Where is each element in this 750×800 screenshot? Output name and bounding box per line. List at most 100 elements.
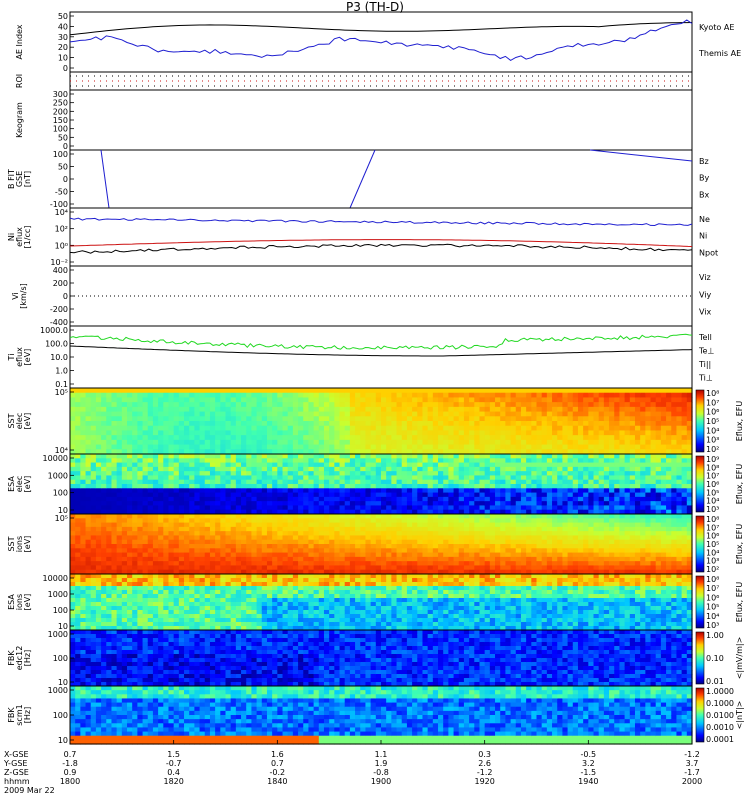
heatmap-cell <box>152 388 159 394</box>
heatmap-cell <box>266 561 273 567</box>
heatmap-cell <box>220 514 227 519</box>
y-tick-label: 0 <box>63 292 68 301</box>
heatmap-cell <box>422 444 429 450</box>
heatmap-cell <box>95 526 102 532</box>
heatmap-cell <box>598 430 605 436</box>
heatmap-cell <box>95 552 102 558</box>
heatmap-cell <box>536 539 543 545</box>
heatmap-cell <box>500 430 506 436</box>
heatmap-cell <box>95 444 102 450</box>
heatmap-cell <box>147 439 154 446</box>
heatmap-cell <box>225 539 232 545</box>
heatmap-cell <box>412 444 418 450</box>
heatmap-cell <box>546 548 553 554</box>
heatmap-cell <box>308 388 315 394</box>
heatmap-cell <box>505 421 512 427</box>
heatmap-cell <box>158 492 164 498</box>
heatmap-cell <box>629 454 636 459</box>
heatmap-cell <box>313 458 320 464</box>
heatmap-cell <box>391 430 398 436</box>
heatmap-cell <box>360 435 367 441</box>
heatmap-cell <box>588 544 595 549</box>
heatmap-cell <box>204 458 211 464</box>
heatmap-cell <box>194 484 201 489</box>
heatmap-cell <box>510 561 517 567</box>
heatmap-cell <box>235 462 242 468</box>
heatmap-cell <box>666 466 672 472</box>
heatmap-cell <box>412 462 418 468</box>
heatmap-cell <box>500 548 506 554</box>
heatmap-cell <box>453 475 460 481</box>
heatmap-cell <box>272 535 278 541</box>
heatmap-cell <box>313 421 320 427</box>
heatmap-cell <box>308 518 315 524</box>
heatmap-cell <box>365 462 372 468</box>
heatmap-cell <box>199 435 206 441</box>
heatmap-cell <box>90 479 97 485</box>
heatmap-cell <box>184 484 190 489</box>
heatmap-cell <box>572 526 579 532</box>
heatmap-cell <box>308 449 315 455</box>
heatmap-cell <box>308 501 315 507</box>
heatmap-cell <box>453 416 460 422</box>
heatmap-cell <box>287 526 294 532</box>
heatmap-cell <box>469 466 475 472</box>
heatmap-cell <box>629 475 636 481</box>
heatmap-cell <box>448 552 455 558</box>
heatmap-cell <box>80 561 87 567</box>
heatmap-cell <box>614 435 621 441</box>
heatmap-cell <box>609 496 615 502</box>
heatmap-cell <box>510 514 517 519</box>
heatmap-cell <box>531 430 538 436</box>
heatmap-cell <box>235 416 242 422</box>
heatmap-cell <box>515 526 522 532</box>
heatmap-cell <box>686 449 693 455</box>
heatmap-cell <box>101 411 107 417</box>
heatmap-cell <box>474 449 481 455</box>
heatmap-cell <box>241 531 247 537</box>
heatmap-cell <box>189 548 195 554</box>
heatmap-cell <box>158 544 164 549</box>
heatmap-cell <box>541 505 548 511</box>
heatmap-cell <box>266 569 273 575</box>
heatmap-cell <box>624 496 631 502</box>
heatmap-cell <box>593 425 600 432</box>
heatmap-cell <box>220 449 227 455</box>
heatmap-cell <box>484 531 491 537</box>
heatmap-cell <box>603 565 610 571</box>
heatmap-cell <box>614 388 621 394</box>
heatmap-cell <box>609 402 615 408</box>
heatmap-cell <box>438 552 444 558</box>
heatmap-cell <box>401 402 408 408</box>
heatmap-cell <box>323 544 330 549</box>
heatmap-cell <box>168 535 175 541</box>
heatmap-cell <box>256 430 263 436</box>
heatmap-cell <box>111 454 118 459</box>
heatmap-cell <box>417 411 424 417</box>
heatmap-cell <box>85 505 92 511</box>
heatmap-cell <box>515 406 522 413</box>
heatmap-cell <box>189 454 195 459</box>
heatmap-cell <box>292 392 299 399</box>
heatmap-cell <box>572 514 579 519</box>
heatmap-cell <box>603 531 610 537</box>
heatmap-cell <box>671 406 678 413</box>
heatmap-cell <box>603 454 610 459</box>
heatmap-cell <box>142 488 149 494</box>
heatmap-cell <box>676 449 683 455</box>
heatmap-cell <box>178 492 185 498</box>
heatmap-cell <box>70 458 76 464</box>
heatmap-cell <box>256 552 263 558</box>
heatmap-cell <box>463 565 470 571</box>
heatmap-cell <box>453 569 460 575</box>
heatmap-cell <box>256 492 263 498</box>
heatmap-cell <box>479 501 486 507</box>
heatmap-cell <box>401 411 408 417</box>
heatmap-cell <box>577 430 584 436</box>
heatmap-cell <box>184 488 190 494</box>
heatmap-cell <box>469 526 475 532</box>
heatmap-cell <box>427 454 434 459</box>
heatmap-cell <box>598 411 605 417</box>
heatmap-cell <box>681 449 688 455</box>
